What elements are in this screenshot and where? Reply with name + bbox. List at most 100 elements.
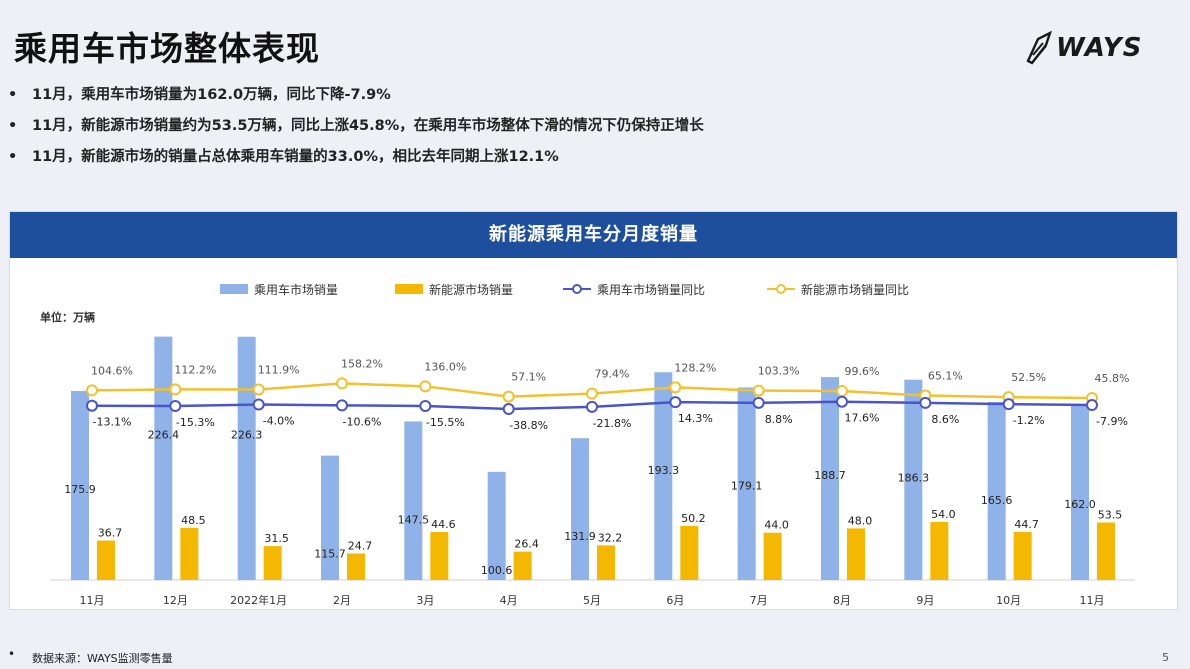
total-yoy-point (336, 399, 348, 412)
total-yoy-point (502, 403, 515, 416)
bar-total-label: 115.7 (314, 548, 346, 561)
bar-nev (763, 532, 782, 580)
legend-swatch (220, 284, 248, 294)
bar-total (237, 336, 256, 580)
total-yoy-label: 8.8% (765, 413, 793, 426)
bar-nev-label: 54.0 (931, 508, 956, 521)
bar-nev (847, 528, 865, 580)
legend-marker (776, 284, 786, 294)
total-yoy-label: -1.2% (1013, 414, 1045, 427)
bullet-item: • 11月，乘用车市场销量为162.0万辆，同比下降-7.9% (8, 82, 704, 113)
chart-panel: 新能源乘用车分月度销量 乘用车市场销量 新能源市场销量 乘用车市场销量同比 新能源市场… (9, 211, 1178, 610)
bar-total (1071, 405, 1089, 580)
page-number: 5 (1162, 651, 1169, 664)
total-yoy-label: -13.1% (93, 416, 132, 429)
legend-swatch (395, 284, 423, 294)
legend-label: 新能源市场销量同比 (801, 282, 909, 297)
x-tick-label: 2022年1月 (230, 593, 287, 607)
rocket-logo-icon (1026, 31, 1052, 65)
bar-nev-label: 44.7 (1014, 518, 1039, 531)
nev-yoy-point (502, 390, 515, 403)
bar-total-label: 188.7 (814, 469, 846, 482)
nev-yoy-point (336, 377, 348, 390)
bar-total (404, 421, 423, 580)
bar-total (71, 390, 89, 580)
x-tick-label: 11月 (80, 594, 105, 607)
bar-nev-label: 32.2 (598, 531, 623, 544)
total-yoy-label: -38.8% (509, 419, 548, 432)
bar-total-label: 226.3 (231, 429, 263, 442)
nev-yoy-point (86, 384, 98, 397)
total-yoy-point (836, 395, 848, 408)
nev-yoy-label: 99.6% (845, 365, 880, 378)
x-tick-label: 2月 (333, 594, 351, 607)
bullet-dot: • (8, 149, 18, 165)
nev-yoy-label: 158.2% (341, 357, 383, 370)
nev-yoy-point (419, 380, 432, 393)
bar-nev (347, 553, 365, 580)
total-yoy-label: -7.9% (1096, 415, 1128, 428)
total-yoy-point (669, 396, 682, 409)
bar-nev (513, 551, 532, 580)
nev-yoy-label: 103.3% (758, 365, 800, 378)
nev-yoy-label: 128.2% (674, 361, 716, 374)
total-yoy-label: -4.0% (263, 415, 295, 428)
logo-text: WAYS (1056, 33, 1143, 63)
chart-title: 新能源乘用车分月度销量 (10, 212, 1177, 258)
footer-bullet: • (8, 647, 16, 661)
total-yoy-point (252, 398, 265, 411)
x-tick-label: 9月 (916, 594, 934, 607)
x-tick-label: 8月 (833, 594, 851, 607)
bar-total (154, 336, 173, 580)
nev-yoy-label: 65.1% (928, 370, 963, 383)
nev-yoy-point (752, 384, 765, 397)
total-yoy-point (752, 396, 765, 409)
bar-nev (597, 545, 615, 580)
bar-total-label: 131.9 (564, 530, 596, 543)
total-yoy-label: -15.3% (176, 416, 215, 429)
bar-total-label: 100.6 (481, 564, 513, 577)
nev-yoy-label: 104.6% (91, 364, 133, 377)
bar-total (987, 401, 1006, 580)
x-tick-label: 12月 (163, 594, 188, 607)
bullet-dot: • (8, 118, 18, 134)
total-yoy-point (419, 400, 432, 413)
nev-yoy-label: 111.9% (258, 363, 300, 376)
bar-total (821, 377, 839, 580)
total-yoy-point (169, 399, 182, 412)
bullet-text: 11月，乘用车市场销量为162.0万辆，同比下降-7.9% (32, 87, 391, 103)
nev-yoy-label: 79.4% (595, 368, 630, 381)
nev-yoy-point (586, 387, 598, 400)
bar-nev (1097, 522, 1115, 580)
bar-total-label: 193.3 (648, 464, 680, 477)
bar-nev (263, 546, 282, 580)
nev-yoy-point (169, 383, 182, 396)
bar-nev (930, 521, 949, 580)
bar-total (571, 438, 589, 580)
nev-yoy-label: 45.8% (1095, 372, 1130, 385)
bar-nev (680, 526, 699, 580)
total-yoy-point (919, 396, 932, 409)
bullet-item: • 11月，新能源市场的销量占总体乘用车销量的33.0%，相比去年同期上涨12.1… (8, 144, 704, 175)
x-tick-label: 4月 (500, 594, 518, 607)
bar-nev-label: 48.0 (848, 514, 873, 527)
legend-label: 乘用车市场销量同比 (597, 282, 705, 297)
bar-nev (97, 540, 115, 580)
bar-total-label: 165.6 (981, 494, 1013, 507)
bar-nev-label: 53.5 (1098, 508, 1123, 521)
total-yoy-point (1086, 399, 1098, 412)
bar-nev-label: 31.5 (264, 532, 289, 545)
bar-total (737, 387, 756, 580)
bar-nev-label: 26.4 (514, 538, 539, 551)
nev-yoy-label: 52.5% (1011, 371, 1046, 384)
nev-yoy-label: 136.0% (424, 360, 466, 373)
total-yoy-label: -21.8% (593, 417, 632, 430)
bar-total (904, 379, 923, 580)
legend-marker (572, 284, 582, 294)
data-source-note: 数据来源：WAYS监测零售量 (32, 652, 173, 665)
bar-total-label: 147.5 (398, 513, 430, 526)
total-yoy-label: 17.6% (845, 412, 880, 425)
total-yoy-label: -15.5% (426, 416, 465, 429)
bar-total (321, 455, 339, 580)
